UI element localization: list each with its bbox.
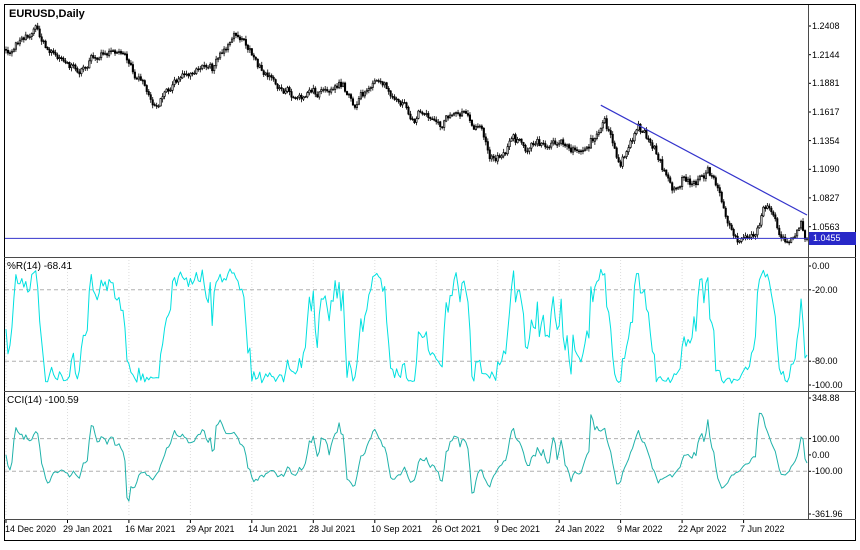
time-axis-label: 29 Jan 2021: [63, 524, 113, 534]
current-price-box: 1.0455: [809, 231, 856, 245]
panel-separator-wpr-cci[interactable]: [4, 391, 856, 392]
trendline[interactable]: [600, 104, 808, 216]
current-price-value: 1.0455: [813, 232, 841, 243]
time-axis-label: 24 Jan 2022: [555, 524, 605, 534]
scale-tick-label: 348.88: [812, 393, 840, 403]
wpr-indicator-line[interactable]: [5, 268, 808, 384]
time-axis-label: 16 Mar 2021: [125, 524, 176, 534]
cci-indicator-line[interactable]: [5, 412, 808, 502]
scale-tick-label: 0.00: [812, 261, 830, 271]
scale-tick-label: 1.1881: [812, 78, 840, 88]
symbol-title: EURUSD,Daily: [9, 8, 85, 20]
cci-title: CCI(14): [7, 395, 43, 406]
wpr-label: %R(14) -68.41: [7, 261, 72, 272]
cci-value: -100.59: [44, 395, 79, 406]
chart-frame: [4, 4, 856, 541]
scale-tick-label: 0.00: [812, 450, 830, 460]
time-axis-label: 7 Jun 2022: [740, 524, 785, 534]
scale-tick-label: -100.00: [812, 466, 843, 476]
scale-tick-label: -100.00: [812, 380, 843, 390]
time-axis-label: 14 Dec 2020: [5, 524, 57, 534]
time-axis-label: 10 Sep 2021: [371, 524, 423, 534]
candle-bodies: [4, 25, 809, 244]
scale-tick-label: -361.96: [812, 509, 843, 519]
time-axis-label: 9 Dec 2021: [494, 524, 541, 534]
scale-tick-label: 1.1354: [812, 136, 840, 146]
time-axis-label: 29 Apr 2021: [186, 524, 235, 534]
scale-tick-label: 100.00: [812, 434, 840, 444]
scale-tick-label: 1.0827: [812, 193, 840, 203]
time-axis-label: 22 Apr 2022: [678, 524, 727, 534]
scale-tick-label: 1.2144: [812, 50, 840, 60]
scale-tick-label: -80.00: [812, 356, 838, 366]
scale-tick-label: 1.0563: [812, 222, 840, 232]
time-axis-label: 26 Oct 2021: [432, 524, 482, 534]
scale-tick-label: 1.1090: [812, 164, 840, 174]
price-axis-line: [808, 5, 809, 519]
indicator-gridlines: [5, 260, 745, 517]
cci-label: CCI(14) -100.59: [7, 395, 79, 406]
time-axis-label: 14 Jun 2021: [248, 524, 298, 534]
time-axis-label: 9 Mar 2022: [617, 524, 663, 534]
scale-tick-label: -20.00: [812, 285, 838, 295]
wpr-value: -68.41: [43, 261, 73, 272]
wpr-title: %R(14): [7, 261, 41, 272]
panel-separator-price-wpr[interactable]: [4, 257, 856, 258]
scale-tick-label: 1.2408: [812, 21, 840, 31]
scale-tick-label: 1.1617: [812, 107, 840, 117]
time-axis-line: [4, 519, 856, 520]
time-axis-label: 28 Jul 2021: [309, 524, 356, 534]
